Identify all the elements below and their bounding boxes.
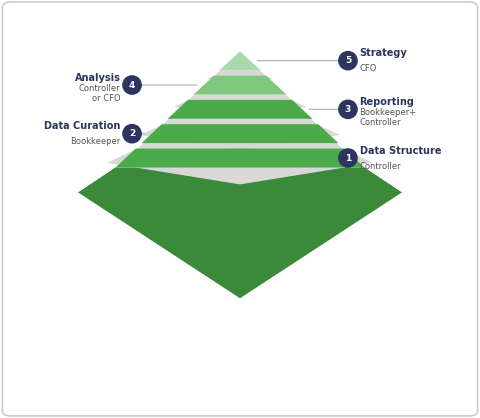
Polygon shape	[173, 100, 307, 118]
Polygon shape	[142, 124, 338, 143]
Polygon shape	[189, 94, 291, 100]
Text: 5: 5	[345, 56, 351, 65]
Circle shape	[123, 125, 141, 143]
Circle shape	[123, 76, 141, 94]
Text: 2: 2	[129, 129, 135, 138]
Text: Data Curation: Data Curation	[44, 121, 120, 131]
Circle shape	[339, 51, 357, 70]
Polygon shape	[220, 51, 260, 70]
Text: Bookkeeper: Bookkeeper	[70, 138, 120, 146]
Text: 4: 4	[129, 81, 135, 89]
Polygon shape	[215, 70, 265, 76]
Polygon shape	[163, 119, 317, 124]
Circle shape	[339, 100, 357, 118]
Text: CFO: CFO	[360, 64, 377, 74]
Text: Strategy: Strategy	[360, 48, 408, 58]
Polygon shape	[107, 148, 373, 184]
Polygon shape	[140, 124, 340, 151]
Text: 3: 3	[345, 105, 351, 114]
Polygon shape	[168, 100, 312, 119]
Text: Controller
or CFO: Controller or CFO	[79, 84, 120, 103]
Polygon shape	[78, 168, 402, 298]
Polygon shape	[138, 143, 342, 148]
Text: Reporting: Reporting	[360, 97, 414, 107]
Text: Data Structure: Data Structure	[360, 145, 441, 155]
Text: Bookkeeper+
Controller: Bookkeeper+ Controller	[360, 108, 417, 127]
Polygon shape	[207, 76, 273, 84]
Text: Analysis: Analysis	[74, 73, 120, 82]
Polygon shape	[193, 76, 287, 94]
Text: 1: 1	[345, 153, 351, 163]
Polygon shape	[115, 148, 365, 168]
Text: Controller: Controller	[360, 162, 401, 171]
Circle shape	[339, 149, 357, 167]
